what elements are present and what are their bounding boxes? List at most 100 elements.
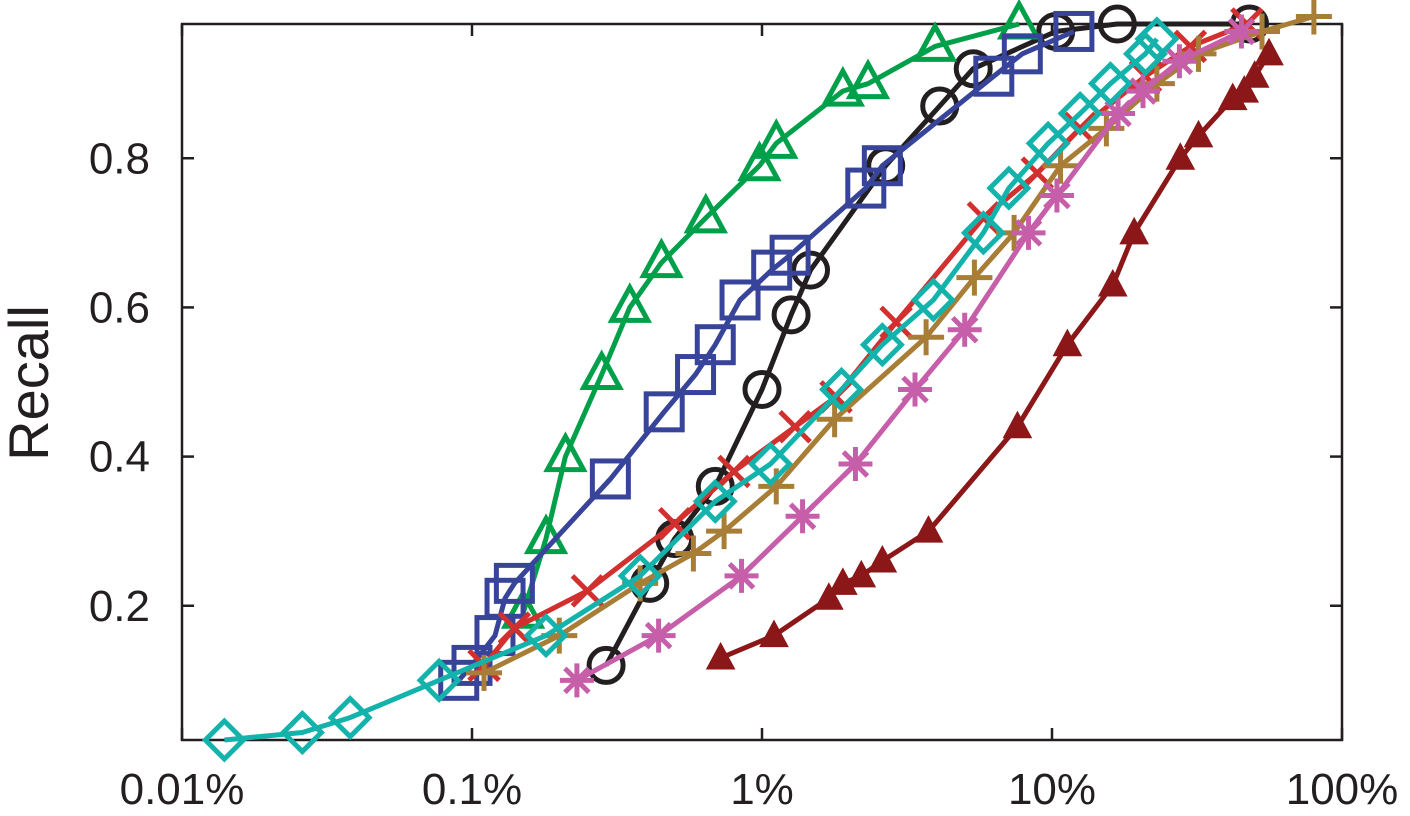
data-point [1122, 31, 1168, 77]
data-point [910, 277, 956, 323]
data-point [898, 372, 933, 407]
data-point [451, 644, 493, 686]
data-point [559, 663, 594, 698]
data-point [1063, 111, 1097, 146]
data-point [586, 645, 626, 685]
data-point [706, 513, 743, 550]
data-point [523, 613, 569, 659]
data-point [589, 458, 631, 500]
data-point [818, 366, 865, 412]
series-diamond [201, 16, 1180, 763]
x-tick-label: 0.1% [422, 765, 522, 814]
data-point [641, 618, 676, 653]
data-point [279, 710, 325, 756]
data-point [747, 441, 794, 487]
data-point [785, 499, 820, 534]
data-point [1229, 75, 1260, 103]
data-point [617, 553, 663, 599]
series-triangle [500, 0, 1042, 629]
data-point [705, 641, 736, 670]
data-point [497, 611, 532, 645]
series-triangle-filled [705, 37, 1284, 670]
y-tick-label: 0.4 [89, 433, 150, 482]
data-point [201, 717, 247, 763]
data-point [1053, 10, 1095, 52]
data-point [1134, 16, 1180, 62]
data-point [737, 140, 782, 182]
data-point [754, 118, 799, 159]
data-point [986, 165, 1032, 211]
data-point [416, 657, 462, 703]
y-axis: 0.2 0.4 0.6 0.8 [89, 134, 1342, 631]
data-point [838, 447, 873, 482]
data-point [769, 234, 811, 276]
x-tick-label: 1% [730, 765, 794, 814]
data-point [1001, 33, 1043, 75]
data-point [771, 295, 811, 335]
data-point [493, 562, 535, 604]
data-point [956, 259, 993, 296]
data-point [719, 279, 761, 321]
data-point [1224, 14, 1259, 49]
data-point [543, 431, 588, 473]
y-tick-label: 0.2 [89, 582, 150, 631]
series-line [224, 37, 1159, 743]
data-point [913, 515, 944, 543]
series-line [520, 21, 1020, 614]
data-point [1295, 0, 1332, 35]
data-point [947, 312, 982, 347]
data-point [1042, 147, 1079, 184]
series-asterisk [559, 14, 1259, 698]
y-tick-label: 0.8 [89, 134, 150, 183]
data-point [643, 391, 685, 433]
data-point [1165, 142, 1196, 170]
data-point [607, 282, 652, 323]
data-point [1126, 74, 1161, 109]
data-point [1039, 178, 1074, 213]
data-point [1101, 96, 1136, 131]
x-tick-label: 100% [1286, 765, 1399, 814]
data-point [327, 695, 373, 741]
data-point [778, 409, 812, 444]
y-tick-label: 0.6 [89, 283, 150, 332]
data-point [1057, 90, 1103, 137]
data-point [692, 478, 738, 524]
data-point [908, 319, 945, 356]
data-point [759, 619, 789, 648]
data-point [960, 210, 1006, 256]
data-point [1097, 268, 1128, 297]
data-point [845, 58, 891, 100]
series-layer [201, 0, 1332, 763]
data-point [675, 535, 712, 572]
data-point [1002, 410, 1033, 439]
data-point [1183, 119, 1214, 148]
data-point [1239, 60, 1270, 88]
data-point [1162, 44, 1197, 79]
plot-frame [180, 22, 1344, 742]
data-point [861, 145, 903, 187]
data-point [966, 201, 1001, 235]
data-point [579, 349, 624, 391]
data-point [813, 582, 844, 610]
data-point [1254, 37, 1284, 66]
x-axis: 0.01% 0.1% 1% 10% 100% [120, 24, 1399, 814]
data-point [973, 55, 1015, 97]
series-square [438, 10, 1095, 701]
x-tick-label: 0.01% [120, 765, 245, 814]
data-point [724, 558, 759, 593]
data-point [1087, 61, 1133, 107]
data-point [846, 559, 877, 588]
data-point [859, 322, 905, 368]
data-point [816, 401, 853, 438]
data-point [820, 65, 866, 107]
data-point [639, 237, 684, 279]
data-point [867, 544, 898, 573]
data-point [996, 0, 1042, 40]
data-point [1052, 328, 1083, 357]
data-point [1119, 216, 1149, 245]
data-point [1025, 120, 1071, 166]
x-tick-label: 10% [1008, 765, 1096, 814]
series-line [456, 29, 1075, 682]
y-axis-title: Recall [0, 305, 60, 461]
